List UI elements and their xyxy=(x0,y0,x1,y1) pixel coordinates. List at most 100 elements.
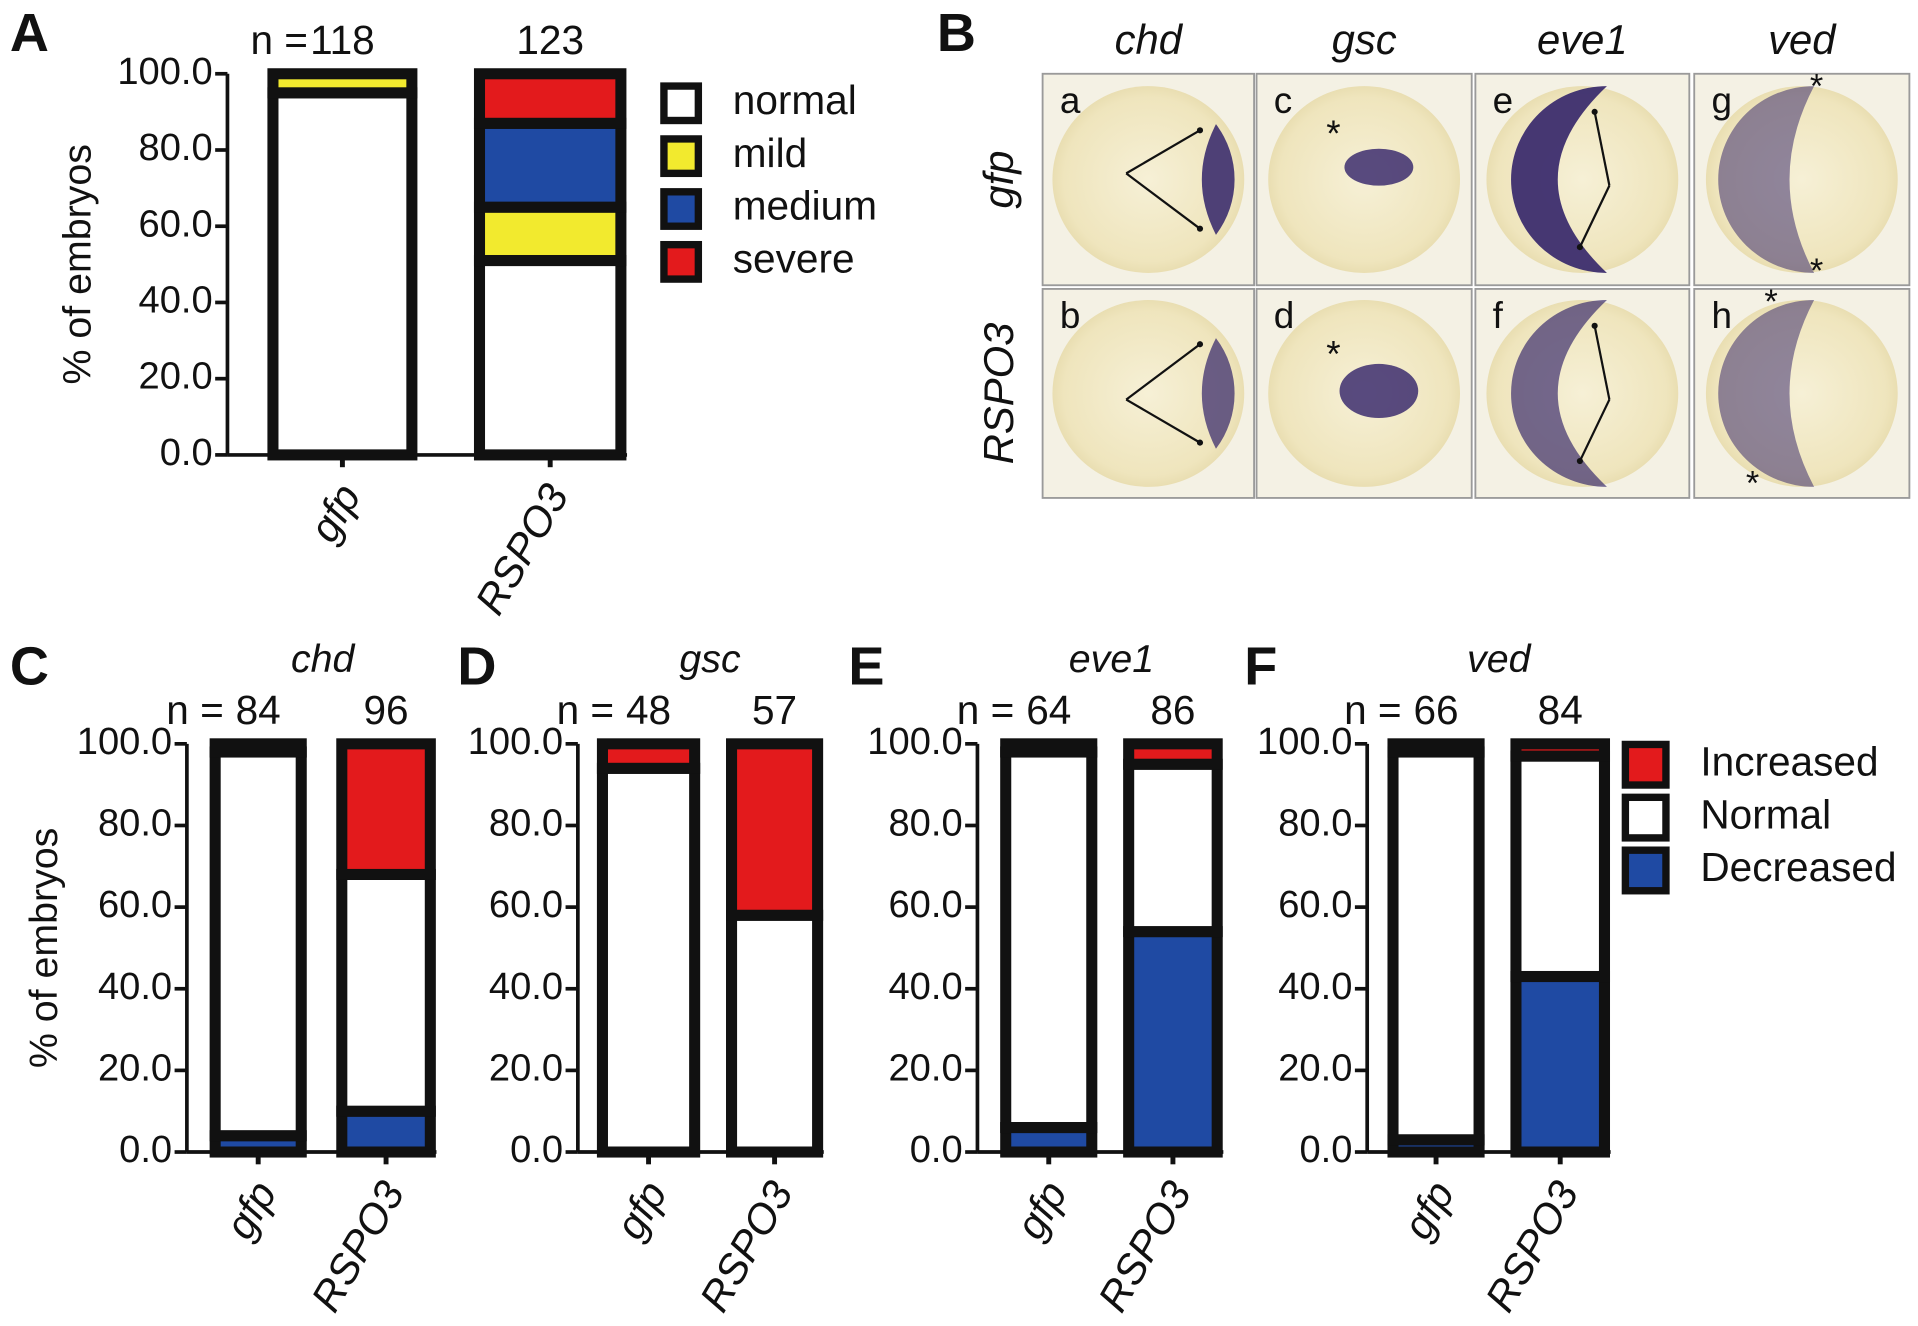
y-axis-label: % of embryos xyxy=(55,144,99,384)
image-label: g xyxy=(1711,80,1732,121)
image-label: c xyxy=(1274,80,1292,121)
embryo-image: a xyxy=(1041,72,1255,287)
arrow-head xyxy=(1576,457,1583,465)
legend-swatch xyxy=(1621,740,1670,789)
arrow xyxy=(1578,399,1611,462)
panel-letter: C xyxy=(10,636,49,696)
y-tick-label: 80.0 xyxy=(98,803,172,845)
arrow xyxy=(1593,325,1611,400)
arrow xyxy=(1125,343,1201,401)
asterisk: * xyxy=(1764,283,1777,321)
y-tick-label: 100.0 xyxy=(468,721,563,763)
arrow xyxy=(1125,129,1201,175)
y-tick-label: 20.0 xyxy=(889,1047,963,1089)
image-label: b xyxy=(1060,295,1081,336)
x-tick-label: RSPO3 xyxy=(302,1173,414,1319)
bar-segment xyxy=(209,746,307,1142)
legend-swatch xyxy=(660,188,703,230)
x-tick-label: gfp xyxy=(1393,1173,1463,1247)
bar-segment xyxy=(473,117,627,213)
y-tick-label: 100.0 xyxy=(867,721,962,763)
arrow-head xyxy=(1196,439,1204,446)
bar-segment xyxy=(473,254,627,461)
arrow xyxy=(1593,111,1611,186)
arrow-head xyxy=(1591,322,1598,329)
legend-label: severe xyxy=(733,236,855,282)
asterisk: * xyxy=(1810,68,1823,106)
embryo-image: * * g xyxy=(1693,68,1911,290)
y-tick-label: 40.0 xyxy=(98,966,172,1008)
n-value: 64 xyxy=(1026,687,1071,733)
x-tick-label: RSPO3 xyxy=(690,1173,802,1319)
legend-label: Decreased xyxy=(1700,844,1896,890)
stain xyxy=(1718,299,1815,487)
embryo-image: e xyxy=(1474,72,1691,287)
column-label: eve1 xyxy=(1537,16,1628,63)
chart-title: ved xyxy=(1467,637,1532,681)
arrow xyxy=(1125,172,1201,230)
stain xyxy=(1511,299,1607,487)
y-tick-label: 0.0 xyxy=(910,1129,963,1171)
legend-swatch xyxy=(1621,793,1670,842)
legend-label: mild xyxy=(733,130,807,176)
x-tick-label: gfp xyxy=(1006,1173,1076,1247)
x-tick-label: RSPO3 xyxy=(1089,1173,1201,1319)
bar-segment xyxy=(1510,750,1611,983)
legend-swatch xyxy=(1621,846,1670,895)
n-label: n = xyxy=(250,17,308,63)
y-tick-label: 80.0 xyxy=(139,127,213,169)
n-label: n = xyxy=(1344,687,1402,733)
y-tick-label: 20.0 xyxy=(139,356,213,398)
y-tick-label: 0.0 xyxy=(510,1129,563,1171)
y-tick-label: 100.0 xyxy=(117,51,212,93)
bar-segment xyxy=(1387,738,1485,758)
image-label: f xyxy=(1493,295,1504,336)
bar-segment xyxy=(1123,738,1223,770)
y-tick-label: 0.0 xyxy=(1299,1129,1352,1171)
bar-segment xyxy=(1387,746,1485,1146)
bar-segment xyxy=(726,909,824,1158)
embryo-image: b xyxy=(1041,288,1255,499)
y-tick-label: 0.0 xyxy=(160,432,213,474)
legend-swatch xyxy=(660,82,703,125)
n-value: 84 xyxy=(1538,687,1583,733)
y-tick-label: 60.0 xyxy=(98,884,172,926)
y-tick-label: 20.0 xyxy=(1278,1047,1352,1089)
y-tick-label: 80.0 xyxy=(489,803,563,845)
image-label: a xyxy=(1060,80,1081,121)
arrow-head xyxy=(1196,127,1204,134)
stain xyxy=(1511,86,1607,273)
bar-segment xyxy=(336,1105,436,1158)
bar-segment xyxy=(267,68,418,99)
row-label: gfp xyxy=(975,150,1022,208)
y-tick-label: 80.0 xyxy=(889,803,963,845)
stain xyxy=(1201,338,1235,449)
legend-label: normal xyxy=(733,77,857,123)
arrow xyxy=(1125,398,1201,444)
asterisk: * xyxy=(1326,333,1340,374)
asterisk: * xyxy=(1810,252,1823,290)
asterisk: * xyxy=(1326,113,1340,154)
stain xyxy=(1201,124,1235,235)
n-value: 123 xyxy=(516,17,584,63)
arrow-head xyxy=(1591,108,1598,115)
y-tick-label: 40.0 xyxy=(1278,966,1352,1008)
legend-label: Increased xyxy=(1700,738,1878,784)
y-tick-label: 100.0 xyxy=(1257,721,1352,763)
embryo-image: *d xyxy=(1255,288,1473,499)
embryo-image: f xyxy=(1474,288,1691,499)
embryo-image: * * h xyxy=(1693,283,1911,503)
n-value: 118 xyxy=(310,17,375,63)
y-tick-label: 60.0 xyxy=(139,203,213,245)
asterisk: * xyxy=(1746,465,1759,503)
embryo-image: *c xyxy=(1255,72,1473,287)
bar-segment xyxy=(473,68,627,129)
bar-segment xyxy=(596,762,701,1158)
stain xyxy=(1339,363,1419,419)
y-tick-label: 100.0 xyxy=(77,721,172,763)
y-tick-label: 40.0 xyxy=(139,280,213,322)
x-tick-label: gfp xyxy=(606,1173,676,1247)
image-label: h xyxy=(1711,295,1732,336)
bar-segment xyxy=(267,87,418,461)
